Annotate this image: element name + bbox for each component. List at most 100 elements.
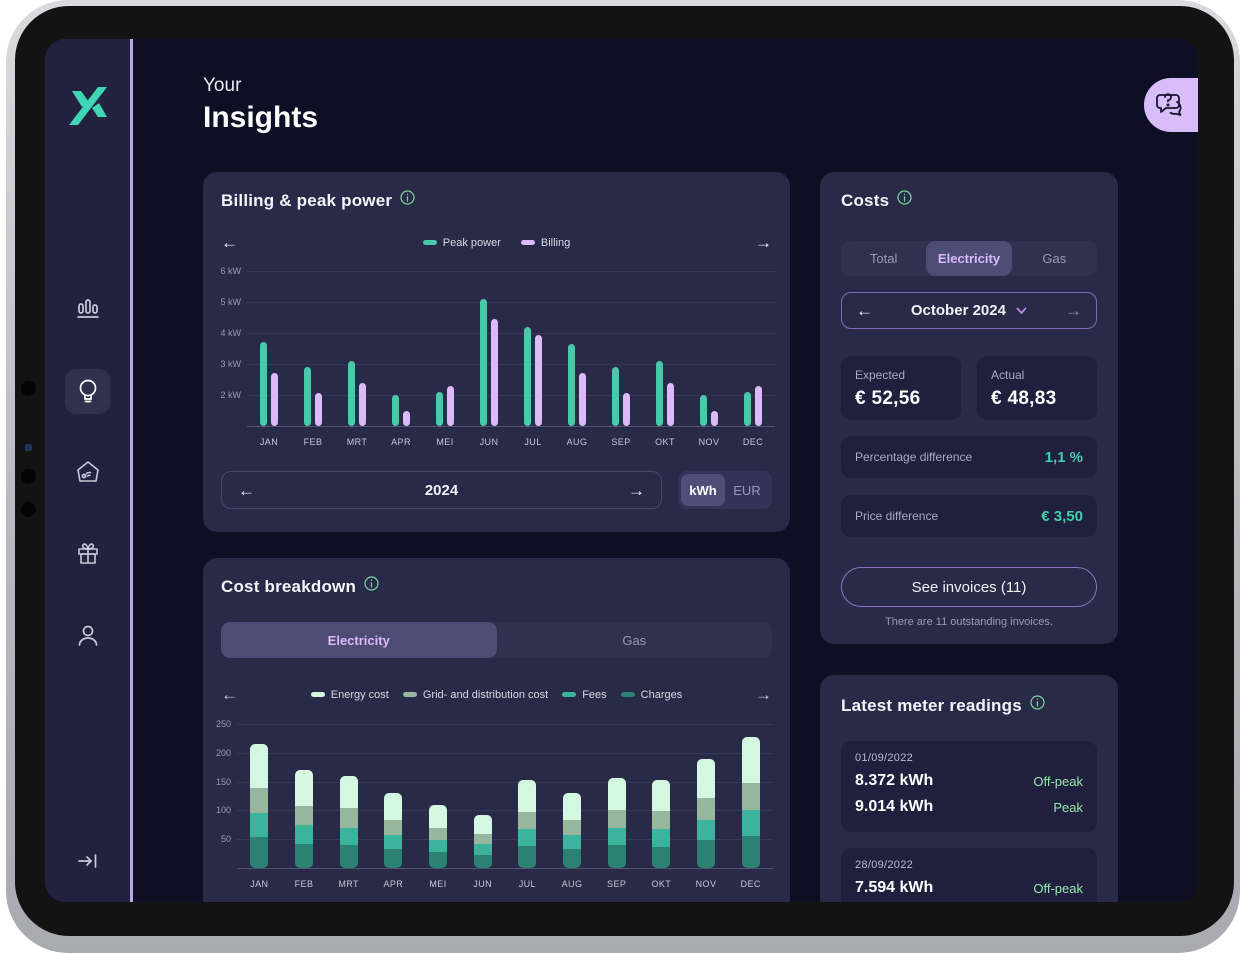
bezel-speck (25, 444, 32, 451)
x-axis-label: MRT (338, 879, 359, 889)
stack-segment (473, 844, 492, 855)
stack-segment (518, 829, 537, 847)
stacked-bar (607, 777, 626, 868)
stack-segment (697, 819, 715, 841)
sidebar-item-smart-home[interactable] (45, 450, 130, 494)
x-axis-label: SEP (611, 437, 631, 447)
x-axis-label: MEI (436, 437, 454, 447)
x-axis-label: OKT (651, 879, 672, 889)
stack-segment (607, 809, 626, 829)
chart-prev-arrow[interactable]: ← (221, 685, 238, 704)
billing-legend: Peak power Billing (238, 237, 755, 249)
expected-card: Expected € 52,56 (841, 356, 961, 420)
stack-segment (518, 779, 537, 812)
stack-segment (429, 805, 447, 828)
x-axis-label: JAN (259, 437, 279, 447)
legend-swatch (422, 240, 437, 245)
unit-eur-toggle[interactable]: EUR (733, 482, 761, 498)
month-selector[interactable]: ← October 2024 → (841, 292, 1097, 329)
stack-segment (697, 758, 715, 798)
gridline (237, 839, 773, 841)
legend-item: Billing (520, 237, 570, 249)
tab-electricity[interactable]: Electricity (926, 241, 1012, 276)
expected-value: € 52,56 (855, 388, 921, 409)
legend-label: Charges (640, 688, 683, 701)
x-axis-label: DEC (742, 437, 764, 447)
tab-gas[interactable]: Gas (622, 632, 647, 648)
year-next-arrow[interactable]: → (628, 480, 645, 500)
sidebar-item-insights[interactable] (45, 369, 130, 413)
x-axis-label: OKT (655, 437, 675, 447)
stack-segment (473, 854, 492, 868)
chart-next-arrow[interactable]: → (755, 685, 772, 704)
stack-segment (652, 829, 671, 847)
meter-date: 28/09/2022 (855, 859, 914, 871)
actual-label: Actual (991, 368, 1025, 382)
chart-next-arrow[interactable]: → (755, 233, 772, 252)
bezel-dot (21, 502, 36, 517)
stack-segment (250, 812, 269, 838)
unit-kwh-toggle[interactable]: kWh (681, 474, 725, 506)
meter-tariff-tag: Off-peak (1033, 880, 1083, 896)
billing-legend-row: ← Peak power Billing → (221, 234, 772, 251)
cost-breakdown-title-text: Cost breakdown (221, 577, 357, 596)
see-invoices-button[interactable]: See invoices (11) (841, 567, 1097, 607)
stack-segment (473, 815, 492, 835)
percentage-difference-row: Percentage difference 1,1 % (841, 436, 1097, 478)
x-axis-label: MRT (346, 437, 368, 447)
sidebar-item-rewards[interactable] (45, 531, 130, 575)
sidebar-item-profile[interactable] (45, 613, 130, 657)
month-prev-arrow[interactable]: ← (856, 301, 873, 320)
peak-power-bar (656, 360, 663, 426)
peak-power-bar (700, 395, 707, 426)
info-icon[interactable] (897, 190, 912, 205)
app-screen: Your Insights Billing & peak power (45, 39, 1198, 902)
stack-segment (339, 827, 358, 845)
stack-segment (429, 827, 447, 841)
peak-power-bar (304, 367, 311, 426)
y-axis-tick: 100 (215, 805, 231, 816)
percentage-difference-label: Percentage difference (855, 450, 973, 464)
stack-segment (295, 805, 313, 825)
invoices-note: There are 11 outstanding invoices. (885, 616, 1053, 628)
help-chat-button[interactable] (1144, 78, 1198, 132)
stacked-bar (652, 780, 671, 868)
stacked-bar (250, 744, 269, 868)
cost-breakdown-tabs: Electricity Gas (221, 622, 772, 658)
x-axis-label: FEB (303, 437, 323, 447)
info-icon[interactable] (1030, 695, 1045, 710)
legend-swatch (520, 240, 535, 245)
actual-card: Actual € 48,83 (977, 356, 1097, 420)
year-selector[interactable]: ← 2024 → (221, 471, 662, 509)
meter-reading-card: 28/09/2022 7.594 kWh Off-peak (841, 848, 1097, 902)
sidebar-item-statistics[interactable] (45, 287, 130, 331)
sidebar-item-logout[interactable] (45, 839, 130, 883)
billing-bar (623, 393, 630, 426)
tab-electricity[interactable]: Electricity (221, 622, 497, 658)
info-icon[interactable] (364, 576, 379, 591)
meter-value: 8.372 kWh (855, 772, 934, 789)
bezel-dot (21, 381, 36, 396)
month-label-text: October 2024 (910, 302, 1006, 319)
legend-label: Energy cost (330, 688, 389, 701)
month-next-arrow[interactable]: → (1065, 301, 1082, 320)
stack-segment (741, 809, 760, 836)
peak-power-bar (480, 298, 487, 426)
x-axis-label: APR (391, 437, 411, 447)
tab-total[interactable]: Total (869, 251, 898, 266)
x-axis-label: DEC (740, 879, 761, 889)
info-icon[interactable] (400, 190, 415, 205)
x-axis-label: NOV (698, 437, 720, 447)
billing-bar (359, 382, 366, 426)
peak-power-bar (436, 391, 443, 426)
smart-home-icon (76, 461, 99, 482)
chart-prev-arrow[interactable]: ← (221, 233, 238, 252)
tab-gas[interactable]: Gas (1042, 251, 1067, 266)
meter-row: 7.594 kWh Off-peak (855, 879, 1083, 897)
stack-segment (295, 843, 313, 868)
meter-tariff-tag: Off-peak (1033, 773, 1083, 789)
costs-title: Costs (841, 190, 912, 211)
year-prev-arrow[interactable]: ← (238, 480, 255, 500)
gridline (247, 302, 775, 303)
